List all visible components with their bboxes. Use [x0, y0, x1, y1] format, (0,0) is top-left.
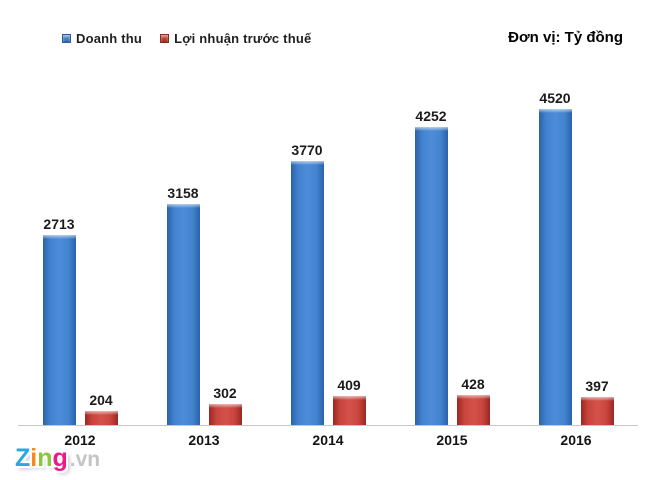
bar-loi-nhuan-2015 [456, 395, 490, 425]
bar-column: 3158 [166, 185, 200, 425]
category-group-2012: 2713 204 2012 [18, 95, 142, 448]
bar-value-label: 302 [213, 385, 237, 401]
bar-value-label: 409 [337, 377, 361, 393]
bar-column: 4520 [538, 90, 572, 425]
bar-loi-nhuan-2012 [84, 411, 118, 425]
bar-doanh-thu-2014 [290, 161, 324, 425]
logo-letter: g [52, 444, 68, 472]
category-group-2014: 3770 409 2014 [266, 95, 390, 448]
x-axis-label-2014: 2014 [312, 432, 344, 448]
bar-column: 409 [332, 377, 366, 425]
logo-suffix: .vn [69, 448, 101, 471]
bar-value-label: 428 [461, 376, 485, 392]
bar-column: 204 [84, 392, 118, 425]
plot-area: 2713 204 2012 3158 302 2013 3770 [18, 91, 638, 448]
bar-column: 4252 [414, 108, 448, 425]
zing-vn-logo: Zing.vn [15, 446, 100, 471]
bar-loi-nhuan-2016 [580, 397, 614, 425]
category-group-2016: 4520 397 2016 [514, 91, 638, 448]
bar-value-label: 3770 [291, 142, 323, 158]
bar-doanh-thu-2013 [166, 204, 200, 425]
category-group-2013: 3158 302 2013 [142, 95, 266, 448]
bar-doanh-thu-2016 [538, 109, 572, 425]
x-axis-label-2015: 2015 [436, 432, 468, 448]
legend-item-doanh-thu: Doanh thu [62, 31, 142, 46]
legend-item-loi-nhuan: Lợi nhuận trước thuế [160, 31, 311, 46]
logo-letter: Z [15, 444, 31, 472]
x-axis-label-2016: 2016 [560, 432, 592, 448]
bar-value-label: 3158 [167, 185, 199, 201]
bar-column: 428 [456, 376, 490, 425]
bar-doanh-thu-2012 [42, 235, 76, 425]
bar-loi-nhuan-2014 [332, 396, 366, 425]
bar-column: 302 [208, 385, 242, 425]
bar-value-label: 4520 [539, 90, 571, 106]
unit-label: Đơn vị: Tỷ đồng [508, 29, 623, 46]
bar-value-label: 4252 [415, 108, 447, 124]
category-group-2015: 4252 428 2015 [390, 95, 514, 448]
x-axis-label-2012: 2012 [64, 432, 96, 448]
bar-value-label: 397 [585, 378, 609, 394]
bar-value-label: 2713 [43, 216, 75, 232]
legend-swatch-red [160, 34, 170, 43]
bar-column: 397 [580, 378, 614, 425]
logo-letter: n [37, 444, 53, 472]
legend-label-loi-nhuan: Lợi nhuận trước thuế [174, 31, 312, 46]
legend-label-doanh-thu: Doanh thu [76, 31, 143, 46]
chart-legend: Doanh thu Lợi nhuận trước thuế [62, 31, 311, 46]
logo-letter: i [30, 444, 38, 472]
bar-doanh-thu-2015 [414, 127, 448, 425]
bar-loi-nhuan-2013 [208, 404, 242, 425]
x-axis-label-2013: 2013 [188, 432, 220, 448]
legend-swatch-blue [62, 34, 71, 43]
bar-value-label: 204 [89, 392, 113, 408]
bar-column: 3770 [290, 142, 324, 425]
bar-column: 2713 [42, 216, 76, 425]
